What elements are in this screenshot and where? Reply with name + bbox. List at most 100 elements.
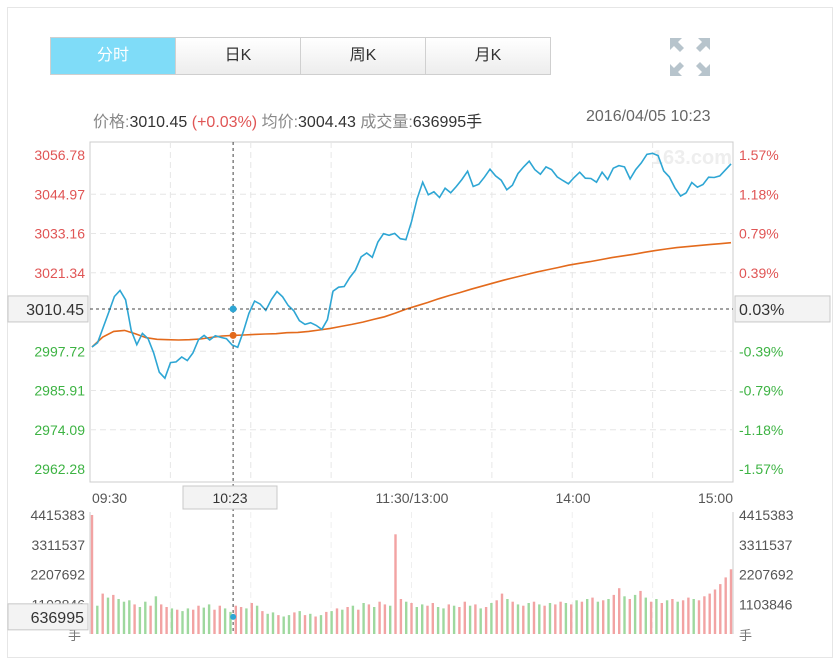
volume-bar <box>490 603 493 634</box>
volume-bar <box>586 599 589 634</box>
volume-bar <box>309 613 312 634</box>
volume-bar <box>128 600 131 634</box>
volume-bar <box>117 599 120 634</box>
volume-bar <box>149 605 152 634</box>
volume-bar <box>484 607 488 634</box>
price-tick-label: 3056.78 <box>34 147 85 163</box>
volume-tick-label: 1103846 <box>739 596 793 612</box>
price-value: 3010.45 <box>129 114 188 131</box>
datetime-value: 2016/04/05 10:23 <box>586 108 711 125</box>
volume-bar <box>325 611 328 634</box>
volume-bar <box>112 594 115 634</box>
volume-bar <box>186 608 190 634</box>
volume-bar <box>176 609 179 634</box>
time-tick-label: 15:00 <box>698 490 733 506</box>
tab-intraday[interactable]: 分时 <box>51 38 176 74</box>
volume-bar <box>564 603 568 634</box>
crosshair-volume-dot <box>230 613 237 620</box>
volume-bar <box>532 601 536 634</box>
volume-bar <box>229 611 232 634</box>
volume-bar <box>596 601 600 634</box>
volume-bar <box>367 604 371 634</box>
volume-tick-label: 2207692 <box>30 567 85 583</box>
volume-bar <box>623 596 626 634</box>
volume-bar <box>165 607 168 634</box>
price-tick-label: 3033.16 <box>34 226 85 242</box>
volume-bar <box>399 599 403 634</box>
volume-bar <box>287 615 291 634</box>
volume-bar <box>527 603 530 634</box>
volume-bar <box>442 608 445 634</box>
volume-bar <box>681 600 685 634</box>
volume-bar <box>511 601 514 634</box>
volume-label: 成交量: <box>360 114 413 131</box>
price-tick-label: 2962.28 <box>34 461 85 477</box>
volume-bar <box>570 604 573 634</box>
crosshair-time-box <box>182 485 278 510</box>
pct-tick-label: 1.18% <box>739 186 779 202</box>
volume-bar <box>495 600 498 634</box>
volume-bar <box>160 604 163 634</box>
tab-daily-k[interactable]: 日K <box>176 38 301 74</box>
volume-bar <box>665 600 669 634</box>
volume-bar <box>522 605 525 634</box>
volume-bar <box>213 609 216 634</box>
volume-bar <box>538 604 541 634</box>
volume-bar <box>405 601 408 634</box>
watermark: 163.com <box>652 147 732 169</box>
volume-bar <box>192 609 195 634</box>
volume-bar <box>234 605 237 634</box>
volume-bar <box>335 608 339 634</box>
volume-bar <box>101 593 104 634</box>
expand-arrows-icon[interactable] <box>668 36 712 78</box>
volume-bar <box>415 607 418 634</box>
volume-tick-label: 2207692 <box>739 567 794 583</box>
volume-bar <box>516 604 520 634</box>
volume-bar <box>618 588 621 634</box>
time-tick-label: 11:30/13:00 <box>376 490 449 506</box>
pct-tick-label: 1.57% <box>739 147 779 163</box>
volume-bar <box>719 584 722 634</box>
volume-bar <box>607 599 610 634</box>
volume-bar <box>357 609 360 634</box>
volume-bar <box>378 601 381 634</box>
crosshair-price-dot <box>229 305 237 313</box>
volume-bar <box>266 613 269 634</box>
volume-bar <box>154 596 158 634</box>
volume-bar <box>559 601 562 634</box>
volume-bar <box>261 611 264 634</box>
time-tick-label: 14:00 <box>555 490 590 506</box>
volume-bar <box>612 594 615 634</box>
crosshair-time-label: 10:23 <box>212 490 247 506</box>
volume-bar <box>426 605 429 634</box>
volume-unit-label: 手 <box>68 628 81 643</box>
volume-bar <box>644 597 647 634</box>
volume-bar <box>319 615 323 634</box>
crosshair-avg-dot <box>229 331 237 339</box>
volume-tick-label: 4415383 <box>30 507 85 523</box>
volume-bar <box>580 601 584 634</box>
volume-bar <box>170 608 174 634</box>
volume-bar <box>271 612 275 634</box>
volume-bar <box>692 599 695 634</box>
volume-bar <box>458 607 461 634</box>
volume-bar <box>447 604 450 634</box>
volume-value: 636995手 <box>412 114 483 131</box>
tab-monthly-k[interactable]: 月K <box>426 38 550 74</box>
volume-bar <box>729 569 733 634</box>
volume-bar <box>633 594 637 634</box>
volume-bar <box>649 601 653 634</box>
volume-bar <box>602 600 605 634</box>
crosshair-price-label: 3010.45 <box>26 302 84 319</box>
volume-bar <box>133 604 136 634</box>
pct-tick-label: -0.79% <box>739 383 783 399</box>
price-line <box>91 152 732 380</box>
chart-frame <box>7 7 833 658</box>
pct-tick-label: 0.39% <box>739 265 779 281</box>
crosshair-volume-label: 636995 <box>31 610 84 627</box>
price-tick-label: 3044.97 <box>34 186 85 202</box>
volume-bar <box>90 515 94 634</box>
volume-bar <box>431 603 434 634</box>
tab-weekly-k[interactable]: 周K <box>301 38 426 74</box>
